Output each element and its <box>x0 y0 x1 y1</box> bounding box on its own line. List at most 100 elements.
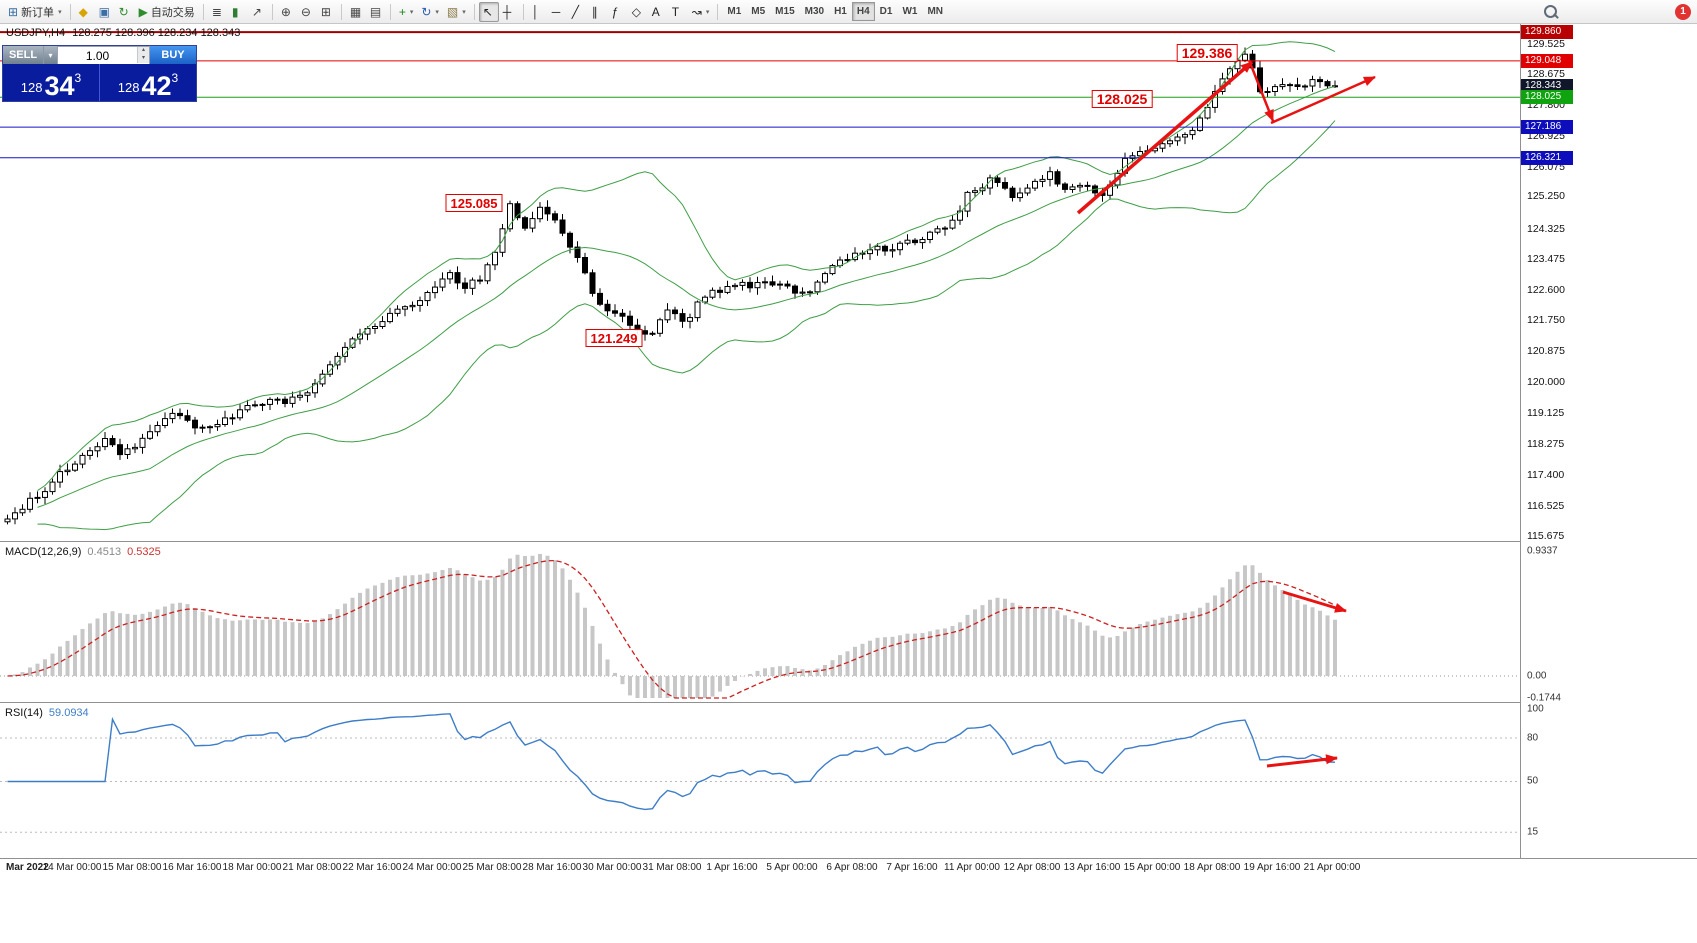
periods-button[interactable]: ↻ ▾ <box>417 2 443 22</box>
bar-chart-icon-button[interactable]: ≣ <box>208 2 228 22</box>
rsi-axis-label: 50 <box>1527 775 1539 787</box>
tf-w1[interactable]: W1 <box>902 6 918 17</box>
text-icon: A <box>651 4 660 19</box>
templates-button[interactable]: ▧ ▾ <box>443 2 470 22</box>
fibonacci-button[interactable]: ƒ <box>608 2 628 22</box>
price-chart-canvas[interactable] <box>0 24 1520 541</box>
tf-m5[interactable]: M5 <box>751 6 766 17</box>
candlestick-icon-button[interactable]: ▮ <box>228 2 248 22</box>
tf-d1[interactable]: D1 <box>879 6 893 17</box>
rsi-panel-canvas[interactable] <box>0 703 1520 858</box>
navigator-window-button[interactable]: ▤ <box>366 2 386 22</box>
cursor-button[interactable]: ↖ <box>478 1 499 22</box>
price-label-128025[interactable]: 128.025 <box>1091 90 1153 108</box>
horizontal-line-icon: ─ <box>551 4 561 19</box>
time-tick-label: 16 Mar 16:00 <box>162 862 222 873</box>
bid-price-display[interactable]: 128 34 3 <box>3 64 99 101</box>
macd-indicator-label: MACD(12,26,9) 0.4513 0.5325 <box>5 546 161 558</box>
time-tick-label: 21 Mar 08:00 <box>282 862 342 873</box>
toolbar-separator <box>340 3 342 20</box>
add-indicator-button[interactable]: + ▾ <box>395 2 418 22</box>
label-button[interactable]: T <box>668 2 688 22</box>
price-tick-label: 120.875 <box>1527 345 1565 358</box>
zoom-out-button[interactable]: ⊖ <box>297 2 317 22</box>
vertical-line-button[interactable]: │ <box>528 2 548 22</box>
arrows-tool-button[interactable]: ↝ ▾ <box>688 2 714 22</box>
rsi-panel-splitter[interactable] <box>0 702 1697 703</box>
time-axis-separator <box>0 858 1697 859</box>
macd-axis-label: -0.1744 <box>1527 692 1561 704</box>
time-tick-label: 24 Mar 00:00 <box>402 862 462 873</box>
lot-decrease-button[interactable]: ▾ <box>138 55 149 63</box>
macd-panel-canvas[interactable] <box>0 542 1520 702</box>
shapes-button[interactable]: ◇ <box>628 2 648 22</box>
price-badge-126.321: 126.321 <box>1521 150 1573 165</box>
channel-button[interactable]: ∥ <box>588 2 608 22</box>
notification-badge[interactable]: 1 <box>1675 4 1691 20</box>
crosshair-button[interactable]: ┼ <box>499 2 519 22</box>
text-button[interactable]: A <box>648 2 668 22</box>
price-badge-129.860: 129.860 <box>1521 25 1573 40</box>
indicators-window-button[interactable]: ▦ <box>346 2 366 22</box>
search-icon[interactable] <box>1543 4 1559 20</box>
trendline-button[interactable]: ╱ <box>568 2 588 22</box>
rsi-value: 59.0934 <box>48 707 89 719</box>
price-tick-label: 116.525 <box>1527 499 1565 512</box>
toolbar-separator <box>202 3 204 20</box>
macd-value-main: 0.4513 <box>87 546 122 558</box>
chevron-down-icon: ▾ <box>705 8 710 16</box>
autotrading-button[interactable]: ▶ 自动交易 <box>135 2 199 22</box>
tile-windows-button[interactable]: ⊞ <box>317 2 337 22</box>
lot-size-input[interactable] <box>58 48 149 64</box>
crosshair-icon: ┼ <box>502 4 512 19</box>
price-label-125085[interactable]: 125.085 <box>445 194 503 212</box>
price-label-121249[interactable]: 121.249 <box>585 329 643 347</box>
time-axis[interactable]: Mar 2022 14 Mar 00:00 15 Mar 08:00 16 Mar 1… <box>0 859 1697 879</box>
tf-m1[interactable]: M1 <box>727 6 742 17</box>
price-label-129386[interactable]: 129.386 <box>1176 44 1238 62</box>
tf-h4[interactable]: H4 <box>851 2 875 21</box>
macd-panel-splitter[interactable] <box>0 541 1697 542</box>
chevron-down-icon: ▾ <box>409 8 414 16</box>
time-tick-label: Mar 2022 <box>6 862 49 873</box>
horizontal-line-button[interactable]: ─ <box>548 2 568 22</box>
zoom-in-button[interactable]: ⊕ <box>277 2 297 22</box>
time-tick-label: 28 Mar 16:00 <box>522 862 582 873</box>
line-chart-icon-button[interactable]: ↗ <box>248 2 268 22</box>
toolbar-separator <box>271 3 273 20</box>
time-tick-label: 15 Apr 00:00 <box>1123 862 1181 873</box>
tf-m30[interactable]: M30 <box>804 6 825 17</box>
tf-m15[interactable]: M15 <box>775 6 795 17</box>
templates-icon: ▧ <box>446 4 459 19</box>
price-tick-label: 122.600 <box>1527 284 1565 296</box>
zoom-out-icon: ⊖ <box>300 4 311 19</box>
funds-icon-button[interactable]: ◆ <box>75 2 95 22</box>
refresh-icon-icon: ↻ <box>118 4 129 19</box>
time-tick-label: 15 Mar 08:00 <box>102 862 162 873</box>
time-tick-label: 19 Apr 16:00 <box>1243 862 1301 873</box>
ask-price-display[interactable]: 128 42 3 <box>100 64 196 101</box>
label-icon: T <box>671 4 680 19</box>
buy-button[interactable]: BUY <box>150 46 196 64</box>
tf-h1[interactable]: H1 <box>834 6 847 17</box>
lot-increase-button[interactable]: ▴ <box>138 47 149 55</box>
chevron-down-icon: ▾ <box>435 8 439 16</box>
accounts-icon-button[interactable]: ▣ <box>95 2 115 22</box>
price-axis-separator <box>1520 24 1521 858</box>
sell-options-dropdown[interactable]: ▾ <box>43 46 57 64</box>
time-tick-label: 25 Mar 08:00 <box>462 862 522 873</box>
rsi-axis-label: 15 <box>1527 826 1539 838</box>
time-tick-label: 7 Apr 16:00 <box>886 862 938 873</box>
price-axis[interactable]: 129.525 128.675 127.800 126.925 126.075 125.2… <box>1521 24 1697 858</box>
tf-mn[interactable]: MN <box>927 6 944 17</box>
toolbar-separator <box>473 3 475 20</box>
new-order-icon: ⊞ <box>8 4 19 19</box>
price-tick-label: 121.750 <box>1527 314 1565 327</box>
tile-windows-icon: ⊞ <box>320 4 331 19</box>
zoom-in-icon: ⊕ <box>280 4 291 19</box>
ask-pips: 42 <box>141 71 172 102</box>
sell-button[interactable]: SELL <box>3 46 43 64</box>
new-order-button[interactable]: ⊞ 新订单 ▾ <box>4 2 66 22</box>
refresh-icon-button[interactable]: ↻ <box>115 2 135 22</box>
